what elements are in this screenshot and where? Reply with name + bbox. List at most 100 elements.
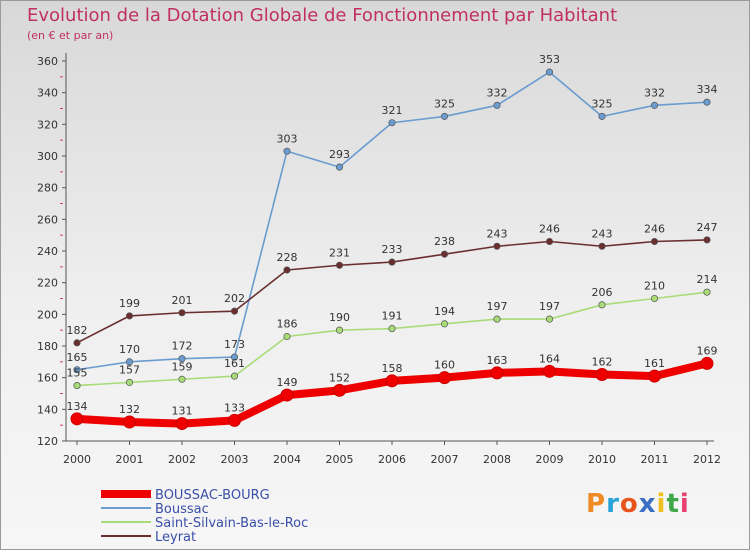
y-tick-label: 180 <box>37 340 58 353</box>
data-label: 325 <box>592 97 613 110</box>
x-tick-label: 2007 <box>431 453 459 466</box>
data-point <box>73 366 81 374</box>
data-label: 161 <box>644 357 665 370</box>
x-tick-label: 2005 <box>326 453 354 466</box>
data-point <box>440 112 449 120</box>
y-tick-label: 200 <box>37 308 58 321</box>
y-tick-label: 300 <box>37 150 58 163</box>
data-label: 173 <box>224 338 245 351</box>
data-label: 172 <box>172 340 193 353</box>
data-label: 238 <box>434 235 455 248</box>
data-point <box>178 375 186 383</box>
data-label: 157 <box>119 363 140 376</box>
data-point <box>280 388 294 402</box>
data-point <box>70 412 84 426</box>
data-point <box>598 242 606 250</box>
data-label: 191 <box>382 310 403 323</box>
data-point <box>230 372 239 380</box>
data-point <box>490 366 504 380</box>
y-tick-label: 160 <box>37 372 58 385</box>
data-point <box>440 250 449 258</box>
data-point <box>703 98 711 106</box>
x-tick-label: 2002 <box>168 453 196 466</box>
data-label: 201 <box>172 294 193 307</box>
x-tick-label: 2003 <box>221 453 249 466</box>
data-point <box>123 415 136 429</box>
data-label: 228 <box>277 251 298 264</box>
data-point <box>385 374 399 388</box>
data-label: 214 <box>697 273 718 286</box>
data-point <box>230 307 239 315</box>
data-label: 152 <box>329 371 350 384</box>
data-label: 161 <box>224 357 245 370</box>
chart-title: Evolution de la Dotation Globale de Fonc… <box>27 5 618 26</box>
data-label: 202 <box>224 292 245 305</box>
data-point <box>703 236 711 244</box>
y-tick-label: 140 <box>37 403 58 416</box>
data-label: 158 <box>382 362 403 375</box>
data-point <box>545 237 554 246</box>
data-point <box>440 320 449 328</box>
y-tick-label: 280 <box>37 182 58 195</box>
x-tick-label: 2011 <box>641 453 669 466</box>
data-label: 353 <box>539 53 560 66</box>
data-label: 243 <box>592 227 613 240</box>
y-tick-label: 240 <box>37 245 58 258</box>
data-label: 199 <box>119 297 140 310</box>
y-tick-label: 320 <box>37 118 58 131</box>
legend-label: Saint-Silvain-Bas-le-Roc <box>155 516 308 531</box>
data-point <box>73 382 81 390</box>
proxiti-logo: Proxiti <box>586 489 690 519</box>
data-label: 182 <box>67 324 88 337</box>
data-point <box>650 237 659 246</box>
data-point <box>703 288 711 296</box>
data-label: 321 <box>382 104 403 117</box>
y-tick-label: 360 <box>37 55 58 68</box>
data-point <box>178 309 186 317</box>
data-point <box>283 332 291 341</box>
data-label: 197 <box>539 300 560 313</box>
data-point <box>438 371 451 385</box>
x-tick-label: 2001 <box>116 453 144 466</box>
data-point <box>283 266 291 274</box>
data-label: 160 <box>434 359 455 372</box>
data-point <box>650 294 659 303</box>
data-point <box>388 258 396 266</box>
data-label: 134 <box>67 400 88 413</box>
data-label: 169 <box>697 344 718 357</box>
data-point <box>493 101 501 109</box>
y-tick-label: 340 <box>37 87 58 100</box>
x-tick-label: 2012 <box>693 453 721 466</box>
data-point <box>335 163 344 171</box>
data-label: 303 <box>277 132 298 145</box>
data-point <box>595 368 609 381</box>
data-label: 159 <box>172 360 193 373</box>
data-label: 194 <box>434 305 455 318</box>
data-label: 162 <box>592 356 613 369</box>
data-point <box>493 315 501 323</box>
data-point <box>125 358 134 366</box>
data-label: 233 <box>382 243 403 256</box>
x-tick-label: 2004 <box>273 453 301 466</box>
legend-label: Leyrat <box>155 530 196 545</box>
x-tick-label: 2009 <box>536 453 564 466</box>
x-tick-label: 2006 <box>378 453 406 466</box>
data-label: 332 <box>644 86 665 99</box>
data-label: 149 <box>277 376 298 389</box>
data-point <box>230 353 239 361</box>
data-label: 197 <box>487 300 508 313</box>
data-label: 231 <box>329 246 350 259</box>
data-label: 293 <box>329 148 350 161</box>
data-label: 247 <box>697 221 718 234</box>
data-point <box>598 112 606 120</box>
data-point <box>388 325 396 333</box>
y-tick-label: 120 <box>37 435 58 448</box>
data-label: 190 <box>329 311 350 324</box>
data-label: 164 <box>539 352 560 365</box>
x-tick-label: 2008 <box>483 453 511 466</box>
data-point <box>175 417 189 431</box>
data-point <box>333 383 346 397</box>
y-tick-label: 220 <box>37 277 58 290</box>
data-label: 155 <box>67 367 88 380</box>
